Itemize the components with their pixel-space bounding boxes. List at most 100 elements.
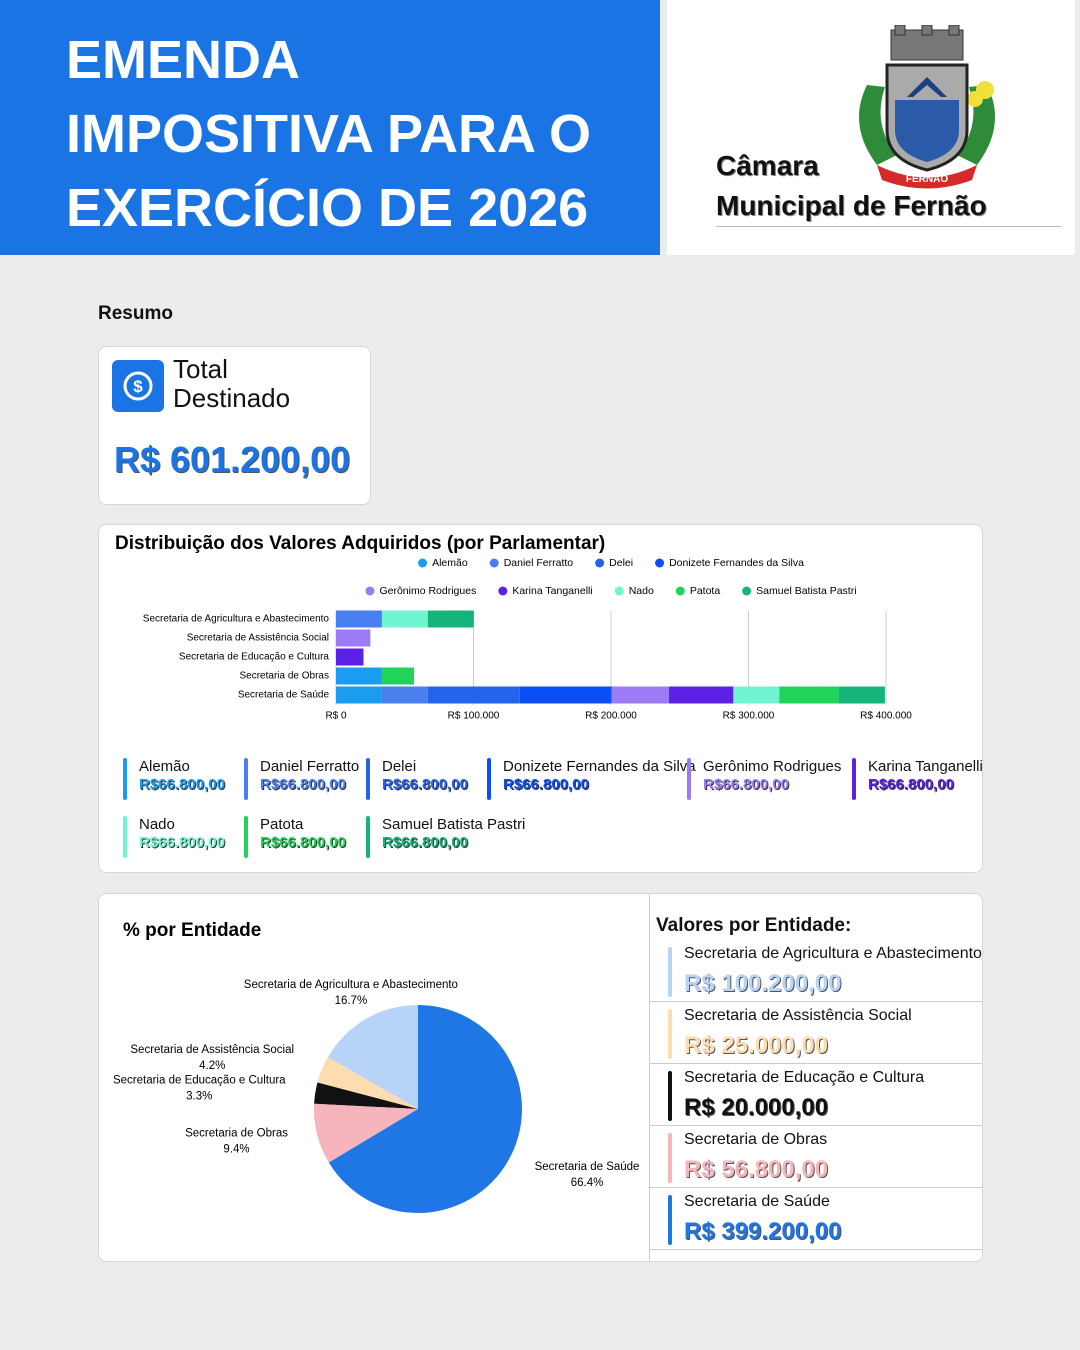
bar-segment — [336, 667, 382, 685]
summary-value: R$ 601.200,00 — [114, 439, 351, 480]
legend-marker — [365, 586, 375, 596]
bar-segment — [611, 686, 670, 704]
card-accent — [123, 816, 127, 858]
icon-glyph: $ — [133, 377, 143, 396]
slice-label: Secretaria de Agricultura e Abasteciment… — [244, 979, 458, 991]
entity-row: Secretaria de Saúde R$ 399.200,00 — [649, 1188, 982, 1250]
parliamentarian-name: Delei — [382, 758, 417, 775]
legend-marker — [489, 558, 499, 568]
legend-marker — [655, 558, 665, 568]
bar-chart: Distribuição dos Valores Adquiridos (por… — [115, 533, 912, 722]
summary-label: Total Destinado — [173, 354, 291, 413]
chart-title: Distribuição dos Valores Adquiridos (por… — [115, 533, 605, 554]
bar-segment — [838, 686, 885, 704]
parliamentarian-total: R$66.800,00 — [139, 776, 225, 793]
pie-slice — [317, 1057, 418, 1109]
parliamentarian-total: R$66.800,00 — [382, 776, 468, 793]
card-accent — [366, 758, 370, 800]
title-line: EMENDA — [66, 30, 301, 90]
card-accent — [487, 758, 491, 800]
parliamentarian-total: R$66.800,00 — [382, 834, 468, 851]
crown — [921, 25, 933, 36]
entity-row: Secretaria de Obras R$ 56.800,00 — [649, 1126, 982, 1188]
legend-label: Delei — [609, 557, 633, 569]
parliamentarian-total: R$66.800,00 — [868, 776, 954, 793]
entity-row: Secretaria de Educação e Cultura R$ 20.00… — [649, 1064, 982, 1126]
entity-value: R$ 100.200,00 — [684, 970, 842, 997]
entity-name: Secretaria de Saúde — [684, 1193, 830, 1210]
bar-segment — [336, 648, 364, 666]
slice-value: 3.3% — [186, 1090, 212, 1102]
entity-name: Secretaria de Assistência Social — [684, 1007, 912, 1024]
bar-segment — [336, 629, 371, 647]
x-tick-label: R$ 300.000 — [723, 711, 775, 722]
legend-marker — [742, 586, 752, 596]
list-heading: Valores por Entidade: — [656, 915, 852, 936]
bar-segment — [519, 686, 612, 704]
slice-value: 4.2% — [199, 1060, 225, 1072]
slice-value: 66.4% — [571, 1177, 604, 1189]
bar-segment — [381, 610, 428, 628]
legend-label: Gerônimo Rodrigues — [379, 585, 476, 597]
card-accent — [244, 816, 248, 858]
y-tick-label: Secretaria de Agricultura e Abasteciment… — [143, 614, 330, 625]
icon-ring — [123, 371, 153, 401]
title-line: IMPOSITIVA PARA O — [66, 104, 592, 164]
entity-name: Secretaria de Educação e Cultura — [684, 1069, 925, 1086]
coat-of-arms: FERNÃO — [859, 25, 995, 189]
entity-name: Secretaria de Obras — [684, 1131, 828, 1148]
card-accent — [366, 816, 370, 858]
branch — [859, 85, 897, 165]
entity-accent — [668, 947, 672, 997]
y-tick-label: Secretaria de Assistência Social — [187, 633, 329, 644]
pie-slice — [314, 1082, 418, 1109]
crown — [948, 25, 960, 36]
slice-value: 16.7% — [335, 995, 368, 1007]
entity-row: Secretaria de Agricultura e Abasteciment… — [649, 940, 982, 1002]
bar-segment — [733, 686, 780, 704]
x-tick-label: R$ 100.000 — [448, 711, 500, 722]
shield-field — [895, 100, 959, 162]
legend-marker — [498, 586, 508, 596]
legend-label: Patota — [690, 585, 721, 597]
y-tick-label: Secretaria de Saúde — [238, 690, 330, 701]
parliamentarian-name: Gerônimo Rodrigues — [703, 758, 842, 775]
bar-segment — [427, 610, 474, 628]
divider — [716, 226, 1061, 227]
title-line: EXERCÍCIO DE 2026 — [66, 178, 589, 238]
bar-segment — [381, 667, 415, 685]
entity-accent — [668, 1133, 672, 1183]
entity-value: R$ 20.000,00 — [684, 1094, 829, 1121]
slice-label: Secretaria de Obras — [185, 1128, 288, 1140]
entity-accent — [668, 1071, 672, 1121]
legend-label: Donizete Fernandes da Silva — [669, 557, 804, 569]
bar-segment — [336, 610, 382, 628]
bar-segment — [336, 686, 382, 704]
parliamentarian-name: Alemão — [139, 758, 190, 775]
money-icon: $ — [112, 360, 164, 412]
entity-accent — [668, 1195, 672, 1245]
card-accent — [852, 758, 856, 800]
parliamentarian-total: R$66.800,00 — [703, 776, 789, 793]
card-accent — [244, 758, 248, 800]
parliamentarian-name: Samuel Batista Pastri — [382, 816, 526, 833]
bar-segment — [381, 686, 428, 704]
legend-label: Alemão — [432, 557, 468, 569]
header-banner: EMENDA IMPOSITIVA PARA O EXERCÍCIO DE 20… — [0, 0, 660, 255]
parliamentarian-name: Nado — [139, 816, 175, 833]
fruit — [967, 91, 983, 107]
bar-segment — [779, 686, 839, 704]
entity-value: R$ 399.200,00 — [684, 1218, 842, 1245]
x-tick-label: R$ 0 — [325, 711, 347, 722]
pie-slice — [327, 1005, 418, 1109]
legend-label: Karina Tanganelli — [512, 585, 592, 597]
parliamentarian-name: Daniel Ferratto — [260, 758, 360, 775]
pie-slice — [328, 1005, 523, 1213]
parliamentarian-total: R$66.800,00 — [260, 834, 346, 851]
legend-label: Samuel Batista Pastri — [756, 585, 856, 597]
legend-marker — [675, 586, 685, 596]
crown — [894, 25, 906, 36]
x-tick-label: R$ 200.000 — [585, 711, 637, 722]
y-tick-label: Secretaria de Educação e Cultura — [179, 652, 330, 663]
parliamentarian-name: Patota — [260, 816, 304, 833]
